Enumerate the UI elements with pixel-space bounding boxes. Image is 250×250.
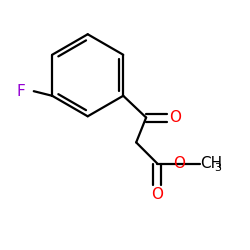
Text: F: F: [17, 84, 26, 100]
Text: O: O: [173, 156, 185, 171]
Text: 3: 3: [214, 162, 221, 172]
Text: O: O: [169, 110, 181, 125]
Text: O: O: [151, 187, 163, 202]
Text: CH: CH: [200, 156, 223, 171]
